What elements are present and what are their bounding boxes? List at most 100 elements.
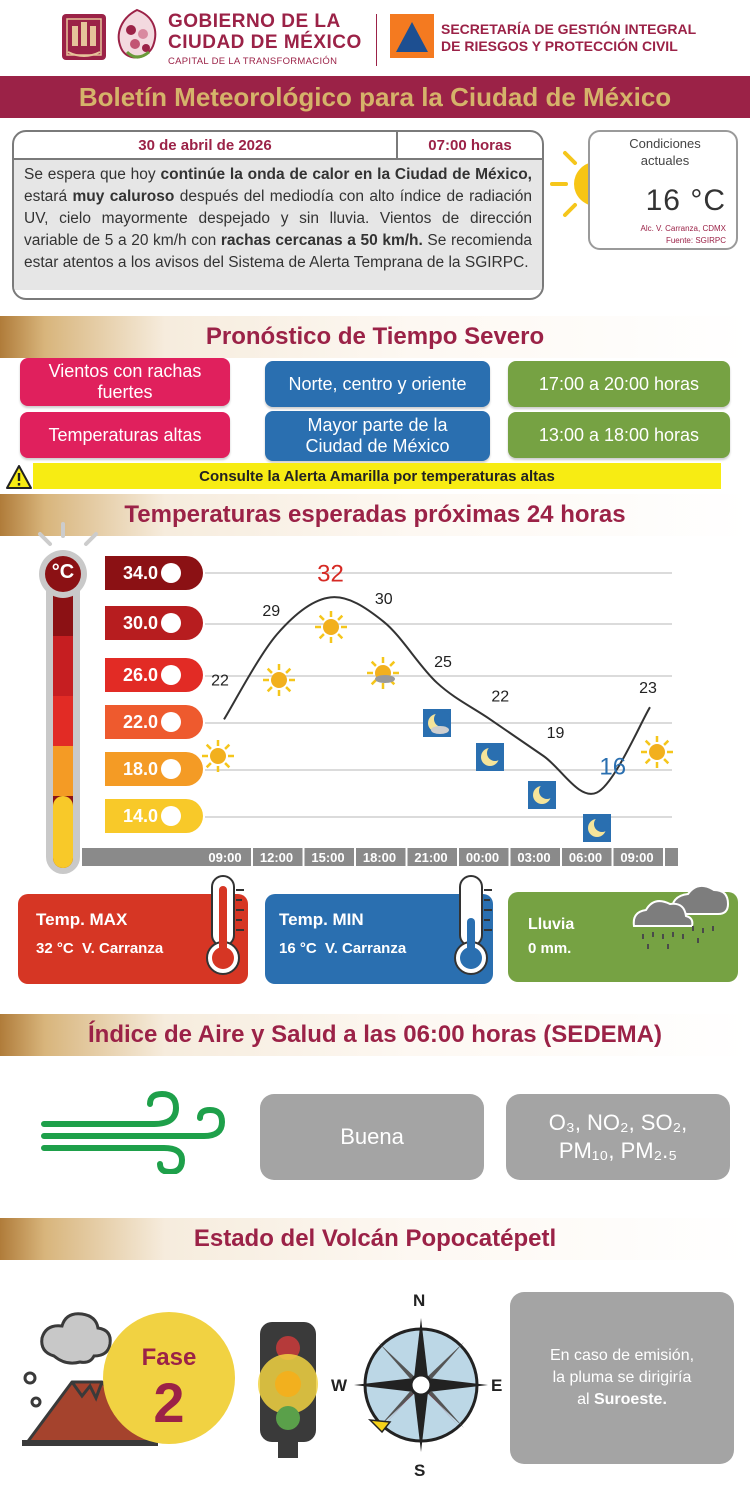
bulletin-date: 30 de abril de 2026 [14,132,398,158]
temp-scale-value: 14.0 [123,805,159,826]
bulletin-text-part: estará [24,188,73,205]
chart-x-tick-label: 00:00 [466,850,499,865]
temp-scale-tag: 18.0 [105,752,203,786]
chart-data-label: 32 [317,560,344,587]
wind-icon [41,1090,226,1174]
volcano-title: Estado del Volcán Popocatépetl [193,1225,557,1252]
temp-scale-dot [161,806,182,826]
gov-title-line2: CIUDAD DE MÉXICO [168,32,362,53]
plume-box: En caso de emisión, la pluma se dirigirí… [510,1292,734,1464]
severe-section-header: Pronóstico de Tiempo Severo [0,316,750,358]
min-temp-value: 16 °C V. Carranza [279,940,407,957]
phase-number: 2 [153,1371,185,1434]
pollutants-line-2: PM₁₀, PM₂.₅ [558,1138,678,1163]
chart-data-label: 23 [639,680,657,697]
temp-scale-dot [161,665,182,685]
sun-icon [315,611,347,643]
max-temp-label: Temp. MAX [36,910,128,929]
pollutants-box: O₃, NO₂, SO₂, PM₁₀, PM₂.₅ [506,1094,730,1180]
compass-east: E [491,1376,503,1395]
current-label-1: Condiciones [629,136,701,151]
chart-data-label: 19 [547,725,565,742]
chart-x-tick-label: 15:00 [311,850,344,865]
secretaria-line1: SECRETARÍA DE GESTIÓN INTEGRAL [441,21,697,37]
cold-thermometer-icon [454,875,492,975]
current-temp: 16 °C [645,184,726,217]
compass-west: W [331,1376,348,1395]
bulletin-date-row: 30 de abril de 2026 07:00 horas [14,132,542,160]
temp-scale-value: 22.0 [123,711,159,732]
current-label-2: actuales [640,153,690,168]
chart-x-tick-label: 09:00 [620,850,653,865]
temps-section-header: Temperaturas esperadas próximas 24 horas [0,494,750,536]
air-title: Índice de Aire y Salud a las 06:00 horas… [88,1021,662,1048]
warning-icon [6,465,32,489]
temp-scale-value: 18.0 [123,758,159,779]
phase-badge: Fase 2 [103,1312,235,1444]
air-quality-box: Buena [260,1094,484,1180]
plume-text-3-wrap: al Suroeste. [577,1389,667,1411]
bulletin-time: 07:00 horas [428,136,512,154]
bulletin-text-part: después del mediodía con alto índice de … [24,188,532,249]
bulletin-text-part: Se recomienda estar atentos a los avisos… [24,232,532,271]
chart-data-label: 25 [434,654,452,671]
sun-icon [641,736,673,768]
hot-thermometer-icon [206,875,244,975]
cdmx-emblem-logo [117,8,157,59]
current-source: Fuente: SGIRPC [665,236,726,245]
chart-data-label: 16 [599,754,626,781]
bulletin-text-part: continúe la onda de calor en la Ciudad d… [160,166,532,183]
chart-x-tick-label: 09:00 [208,850,241,865]
area-winds: Norte, centro y oriente [265,361,490,407]
chart-data-label: 22 [211,672,229,689]
temp-scale-tag: 34.0 [105,556,203,590]
compass-icon [354,1318,488,1452]
temp-scale-value: 30.0 [123,612,159,633]
moon-icon [476,743,504,771]
secretaria-line2: DE RIESGOS Y PROTECCIÓN CIVIL [441,38,678,54]
rain-cloud-icon [632,884,730,949]
title-banner: Boletín Meteorológico para la Ciudad de … [0,76,750,118]
max-temp-value: 32 °C V. Carranza [36,940,164,957]
area-heat: Mayor parte de la Ciudad de México [265,411,490,461]
header: GOBIERNO DE LA CIUDAD DE MÉXICO CAPITAL … [0,0,750,76]
chart-x-tick-label: 21:00 [414,850,447,865]
temp-scale-value: 26.0 [123,664,159,685]
chart-x-tick-label: 18:00 [363,850,396,865]
thermometer-scale-icon [38,522,98,874]
compass-south: S [414,1461,426,1480]
chart-x-tick-label: 03:00 [517,850,550,865]
current-location: Alc. V. Carranza, CDMX [640,224,726,233]
compass-north: N [413,1291,426,1310]
plume-text-3: al [577,1391,594,1408]
gov-title-line1: GOBIERNO DE LA [168,11,341,32]
gov-subtitle: CAPITAL DE LA TRANSFORMACIÓN [168,56,338,67]
traffic-light-icon [258,1322,318,1458]
phenomenon-heat: Temperaturas altas [20,412,230,458]
temp-scale-tag: 14.0 [105,799,203,833]
volcano-icon [22,1312,158,1446]
phase-label: Fase [141,1344,197,1371]
bulletin-description: Se espera que hoy continúe la onda de ca… [14,160,542,290]
rain-label: Lluvia [528,916,575,933]
moon-icon [583,814,611,842]
sun-cloud-icon [367,657,399,689]
chart-x-axis [82,848,678,866]
header-divider [376,14,377,66]
temp-scale-value: 34.0 [123,562,159,583]
temp-scale-tag: 30.0 [105,606,203,640]
chart-data-label: 29 [262,603,280,620]
sun-icon [202,740,234,772]
temp-scale-dot [161,613,182,633]
temp-scale-dot [161,712,182,732]
moon-icon [528,781,556,809]
temperature-chart: 09:00 12:00 15:00 18:00 21:00 00:00 03:00 06:00… [82,560,678,866]
air-quality-value: Buena [340,1124,404,1149]
temp-scale-tag: 22.0 [105,705,203,739]
temps-title: Temperaturas esperadas próximas 24 horas [124,501,626,528]
current-conditions-box: Condiciones actuales 16 °C Alc. V. Carra… [588,130,738,250]
plume-text-1: En caso de emisión, [549,1347,695,1364]
page-title: Boletín Meteorológico para la Ciudad de … [78,81,672,112]
bulletin-text-part: rachas cercanas a 50 km/h. [220,232,423,249]
severe-title: Pronóstico de Tiempo Severo [205,323,545,350]
